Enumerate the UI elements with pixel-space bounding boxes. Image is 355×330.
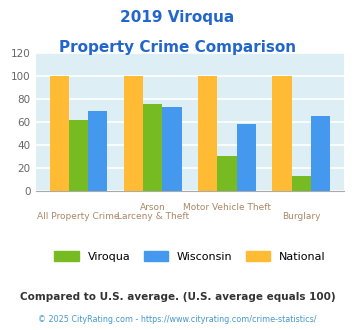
Bar [69, 120, 88, 191]
Bar [217, 156, 237, 191]
Bar [50, 76, 69, 191]
Text: Compared to U.S. average. (U.S. average equals 100): Compared to U.S. average. (U.S. average … [20, 292, 335, 302]
Text: Property Crime Comparison: Property Crime Comparison [59, 40, 296, 54]
Text: © 2025 CityRating.com - https://www.cityrating.com/crime-statistics/: © 2025 CityRating.com - https://www.city… [38, 315, 317, 324]
Bar [124, 76, 143, 191]
Text: 2019 Viroqua: 2019 Viroqua [120, 10, 235, 25]
Text: Burglary: Burglary [282, 212, 321, 221]
Bar [237, 124, 256, 191]
Bar [198, 76, 217, 191]
Bar [311, 116, 330, 191]
Text: Motor Vehicle Theft: Motor Vehicle Theft [183, 203, 271, 212]
Legend: Viroqua, Wisconsin, National: Viroqua, Wisconsin, National [50, 246, 330, 266]
Bar [88, 111, 108, 191]
Bar [143, 104, 163, 191]
Bar [163, 107, 182, 191]
Text: Arson: Arson [140, 203, 166, 212]
Bar [292, 176, 311, 191]
Text: Larceny & Theft: Larceny & Theft [117, 212, 189, 221]
Text: All Property Crime: All Property Crime [37, 212, 120, 221]
Bar [272, 76, 292, 191]
